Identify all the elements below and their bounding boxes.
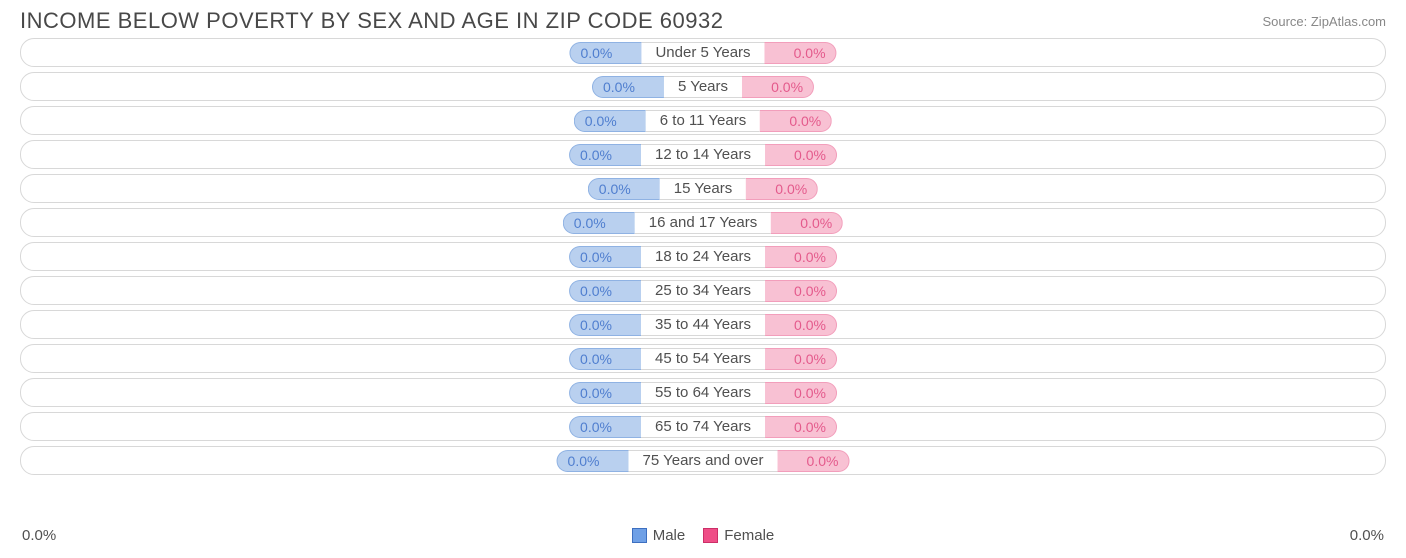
chart-source: Source: ZipAtlas.com xyxy=(1262,14,1386,29)
category-label: 5 Years xyxy=(664,76,742,98)
chart-header: INCOME BELOW POVERTY BY SEX AND AGE IN Z… xyxy=(0,0,1406,38)
category-label: 75 Years and over xyxy=(629,450,778,472)
category-label: 15 Years xyxy=(660,178,746,200)
male-bar: 0.0% xyxy=(569,280,641,302)
male-bar: 0.0% xyxy=(569,314,641,336)
male-swatch-icon xyxy=(632,528,647,543)
female-bar: 0.0% xyxy=(777,450,849,472)
male-bar: 0.0% xyxy=(569,144,641,166)
bar-row: 0.0%45 to 54 Years0.0% xyxy=(20,344,1386,373)
legend-male-label: Male xyxy=(653,527,686,544)
category-label: Under 5 Years xyxy=(641,42,764,64)
bar-row: 0.0%65 to 74 Years0.0% xyxy=(20,412,1386,441)
category-label: 65 to 74 Years xyxy=(641,416,765,438)
bar-row: 0.0%55 to 64 Years0.0% xyxy=(20,378,1386,407)
female-bar: 0.0% xyxy=(765,280,837,302)
male-bar: 0.0% xyxy=(588,178,660,200)
female-bar: 0.0% xyxy=(765,42,837,64)
male-bar: 0.0% xyxy=(574,110,646,132)
category-label: 6 to 11 Years xyxy=(646,110,760,132)
female-bar: 0.0% xyxy=(765,416,837,438)
male-bar: 0.0% xyxy=(563,212,635,234)
female-bar: 0.0% xyxy=(765,246,837,268)
bar-row: 0.0%15 Years0.0% xyxy=(20,174,1386,203)
female-bar: 0.0% xyxy=(746,178,818,200)
bar-row: 0.0%18 to 24 Years0.0% xyxy=(20,242,1386,271)
legend: Male Female xyxy=(632,527,775,544)
male-bar: 0.0% xyxy=(569,348,641,370)
female-bar: 0.0% xyxy=(765,314,837,336)
category-label: 25 to 34 Years xyxy=(641,280,765,302)
legend-female-label: Female xyxy=(724,527,774,544)
chart-area: 0.0%Under 5 Years0.0%0.0%5 Years0.0%0.0%… xyxy=(0,38,1406,475)
male-bar: 0.0% xyxy=(569,246,641,268)
bar-row: 0.0%35 to 44 Years0.0% xyxy=(20,310,1386,339)
bar-row: 0.0%6 to 11 Years0.0% xyxy=(20,106,1386,135)
male-bar: 0.0% xyxy=(569,382,641,404)
bar-row: 0.0%Under 5 Years0.0% xyxy=(20,38,1386,67)
axis-right-label: 0.0% xyxy=(1350,527,1384,544)
female-bar: 0.0% xyxy=(765,348,837,370)
bar-row: 0.0%16 and 17 Years0.0% xyxy=(20,208,1386,237)
bar-row: 0.0%12 to 14 Years0.0% xyxy=(20,140,1386,169)
category-label: 35 to 44 Years xyxy=(641,314,765,336)
male-bar: 0.0% xyxy=(557,450,629,472)
male-bar: 0.0% xyxy=(569,42,641,64)
bar-row: 0.0%25 to 34 Years0.0% xyxy=(20,276,1386,305)
female-bar: 0.0% xyxy=(765,382,837,404)
male-bar: 0.0% xyxy=(569,416,641,438)
category-label: 45 to 54 Years xyxy=(641,348,765,370)
chart-footer: 0.0% Male Female 0.0% xyxy=(0,527,1406,544)
category-label: 16 and 17 Years xyxy=(635,212,771,234)
female-swatch-icon xyxy=(703,528,718,543)
category-label: 55 to 64 Years xyxy=(641,382,765,404)
female-bar: 0.0% xyxy=(760,110,832,132)
female-bar: 0.0% xyxy=(742,76,814,98)
category-label: 18 to 24 Years xyxy=(641,246,765,268)
axis-left-label: 0.0% xyxy=(22,527,56,544)
female-bar: 0.0% xyxy=(771,212,843,234)
female-bar: 0.0% xyxy=(765,144,837,166)
category-label: 12 to 14 Years xyxy=(641,144,765,166)
bar-row: 0.0%75 Years and over0.0% xyxy=(20,446,1386,475)
bar-row: 0.0%5 Years0.0% xyxy=(20,72,1386,101)
male-bar: 0.0% xyxy=(592,76,664,98)
chart-title: INCOME BELOW POVERTY BY SEX AND AGE IN Z… xyxy=(20,8,723,34)
